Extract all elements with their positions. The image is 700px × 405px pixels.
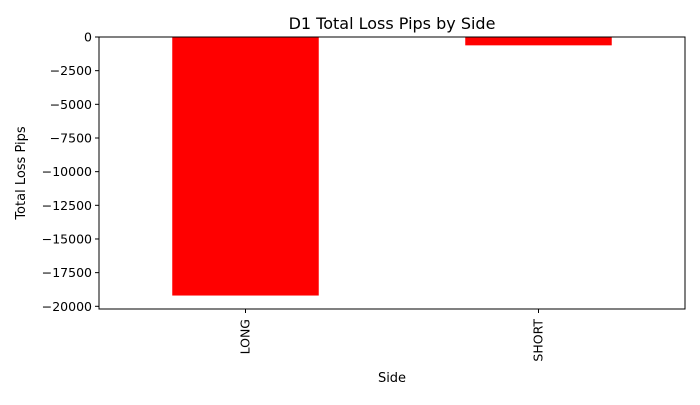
x-tick-label: SHORT: [531, 319, 546, 362]
y-axis-label: Total Loss Pips: [14, 126, 29, 221]
bar-long: [172, 37, 319, 296]
y-tick-label: −7500: [50, 130, 92, 145]
bar-short: [465, 37, 612, 46]
x-axis-label: Side: [378, 371, 406, 386]
y-tick-label: −5000: [50, 97, 92, 112]
y-tick-label: −10000: [42, 164, 92, 179]
y-tick-label: 0: [84, 30, 92, 45]
x-axis: LONG SHORT: [238, 309, 546, 362]
chart-title: D1 Total Loss Pips by Side: [289, 14, 496, 33]
y-tick-label: −2500: [50, 63, 92, 78]
y-tick-label: −17500: [42, 265, 92, 280]
y-tick-label: −20000: [42, 299, 92, 314]
y-axis: 0 −2500 −5000 −7500 −10000 −12500 −15000 −17500…: [42, 30, 99, 314]
y-tick-label: −12500: [42, 198, 92, 213]
y-tick-label: −15000: [42, 231, 92, 246]
plot-frame: [98, 36, 686, 310]
bars-group: [172, 37, 612, 296]
x-tick-label: LONG: [238, 319, 253, 354]
